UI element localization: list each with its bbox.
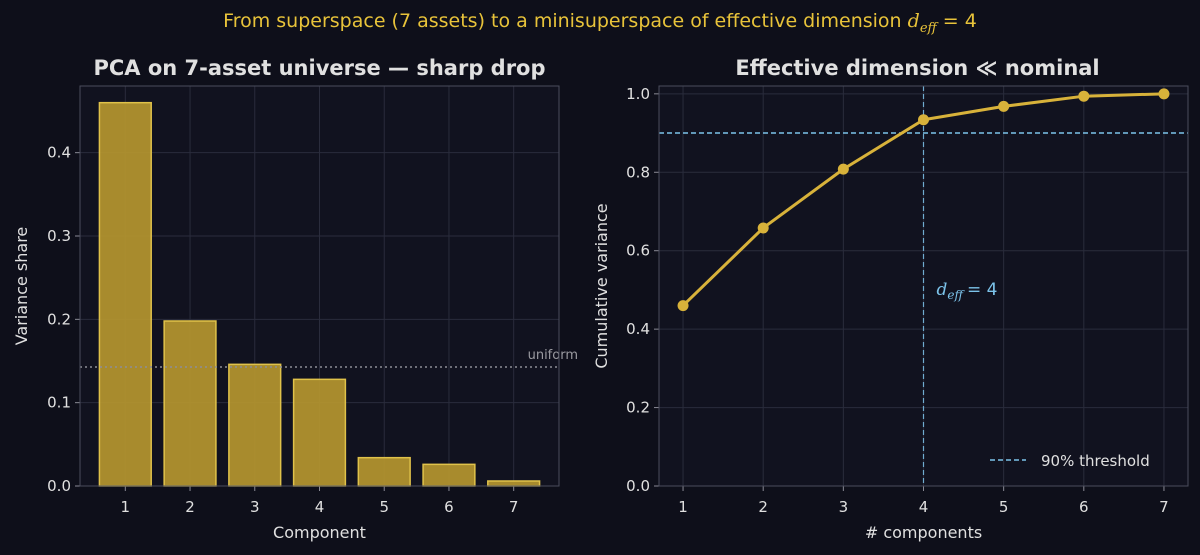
deff-sub: eff (947, 288, 965, 302)
y-tick-label: 0.4 (626, 320, 650, 338)
data-point-4 (918, 114, 929, 126)
x-tick-label: 2 (758, 498, 768, 516)
x-tick-label: 5 (999, 498, 1009, 516)
bar-component-3 (228, 363, 282, 487)
y-tick-label: 0.2 (626, 399, 650, 417)
uniform-label: uniform (528, 348, 578, 363)
bar-component-2 (163, 320, 217, 487)
y-tick-label: 0.2 (47, 310, 71, 328)
x-tick-label: 4 (315, 498, 325, 516)
data-point-3 (837, 163, 849, 175)
plot-frame-1 (79, 85, 560, 487)
bar-component-1 (98, 101, 152, 487)
x-tick-label: 7 (1159, 498, 1169, 516)
chart-title: Effective dimension ≪ nominal (735, 56, 1099, 80)
suptitle-math: deff (907, 10, 937, 36)
y-axis-label: Cumulative variance (592, 203, 611, 368)
deff-annotation: deff = 4 (937, 280, 998, 302)
data-point-1 (677, 300, 689, 312)
y-tick-label: 0.6 (626, 242, 650, 260)
x-axis-label: # components (865, 523, 982, 542)
x-tick-label: 2 (185, 498, 195, 516)
x-tick-label: 3 (250, 498, 260, 516)
x-tick-label: 1 (121, 498, 131, 516)
bar-component-6 (422, 463, 476, 487)
x-tick-label: 5 (379, 498, 389, 516)
x-axis-label: Component (273, 523, 366, 542)
y-tick-label: 0.0 (626, 477, 650, 495)
bar-component-4 (292, 378, 347, 487)
deff-rest: = 4 (967, 280, 997, 300)
data-point-7 (1158, 88, 1170, 100)
y-tick-label: 0.8 (626, 163, 650, 181)
suptitle-text: From superspace (7 assets) to a minisupe… (223, 10, 902, 32)
figure-suptitle: From superspace (7 assets) to a minisupe… (0, 10, 1200, 36)
variance-share-chart: 0.0 0.1 0.2 0.3 0.4 1 2 3 4 5 6 7 uniform PCA on 7-as… (12, 56, 578, 542)
bar-component-7 (487, 480, 541, 487)
plot-frame-2 (658, 85, 1189, 487)
suptitle-math-rest: = 4 (942, 10, 977, 32)
cumulative-variance-chart: 0.0 0.2 0.4 0.6 0.8 1.0 1 2 3 4 5 6 7 deff = 4 90% thre… (592, 56, 1189, 542)
chart-title: PCA on 7-asset universe — sharp drop (93, 56, 545, 80)
y-tick-label: 1.0 (626, 85, 650, 103)
x-tick-label: 7 (509, 498, 519, 516)
x-tick-label: 3 (839, 498, 849, 516)
y-tick-label: 0.1 (47, 394, 71, 412)
y-tick-label: 0.0 (47, 477, 71, 495)
y-tick-label: 0.4 (47, 144, 71, 162)
x-tick-label: 6 (444, 498, 454, 516)
data-point-5 (998, 100, 1010, 112)
y-axis-label: Variance share (12, 227, 31, 346)
legend-label: 90% threshold (1041, 452, 1150, 470)
bar-component-5 (357, 456, 411, 487)
x-tick-label: 4 (919, 498, 929, 516)
data-point-6 (1078, 90, 1090, 102)
deff-base: d (937, 280, 948, 300)
x-tick-label: 1 (678, 498, 688, 516)
data-point-2 (757, 222, 769, 234)
x-tick-label: 6 (1079, 498, 1089, 516)
y-tick-label: 0.3 (47, 227, 71, 245)
